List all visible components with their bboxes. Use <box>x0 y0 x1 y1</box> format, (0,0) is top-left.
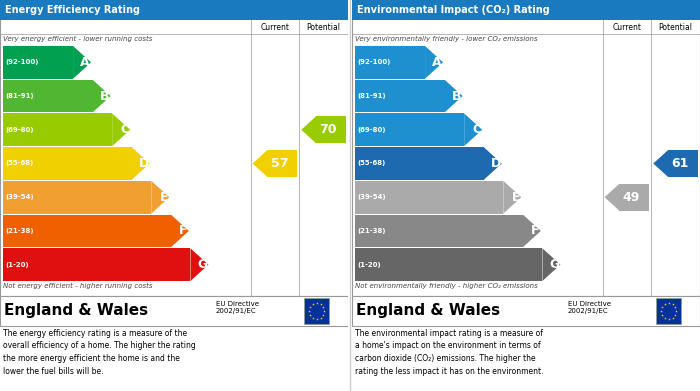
Bar <box>3 80 92 113</box>
Text: (92-100): (92-100) <box>357 59 391 65</box>
Text: (39-54): (39-54) <box>5 194 34 200</box>
Bar <box>355 215 523 247</box>
Text: (21-38): (21-38) <box>357 228 386 234</box>
Text: (81-91): (81-91) <box>5 93 34 99</box>
Bar <box>355 113 464 146</box>
Text: G: G <box>197 258 207 271</box>
Text: England & Wales: England & Wales <box>4 303 148 319</box>
Text: (81-91): (81-91) <box>357 93 386 99</box>
Bar <box>3 113 112 146</box>
Polygon shape <box>253 150 267 177</box>
Bar <box>0 296 348 326</box>
Text: B: B <box>100 90 110 102</box>
Text: F: F <box>179 224 188 237</box>
Bar <box>352 0 700 296</box>
Polygon shape <box>605 184 620 211</box>
Text: 70: 70 <box>319 123 337 136</box>
Bar <box>304 298 329 324</box>
Polygon shape <box>151 181 169 213</box>
Bar <box>352 0 700 20</box>
Text: (69-80): (69-80) <box>357 127 386 133</box>
Bar <box>656 298 681 324</box>
Text: Potential: Potential <box>659 23 692 32</box>
Polygon shape <box>301 117 316 143</box>
Bar <box>3 181 151 213</box>
Text: (1-20): (1-20) <box>5 262 29 268</box>
Polygon shape <box>523 215 541 247</box>
Bar <box>620 184 650 211</box>
Text: (69-80): (69-80) <box>5 127 34 133</box>
Bar <box>355 80 444 113</box>
Polygon shape <box>542 248 561 281</box>
Text: England & Wales: England & Wales <box>356 303 500 319</box>
Text: Current: Current <box>260 23 289 32</box>
Text: E: E <box>512 191 520 204</box>
Bar <box>355 181 503 213</box>
Text: 49: 49 <box>623 191 640 204</box>
Polygon shape <box>653 150 668 177</box>
Text: C: C <box>472 123 481 136</box>
Text: (21-38): (21-38) <box>5 228 34 234</box>
Bar <box>3 215 171 247</box>
Bar <box>3 46 73 79</box>
Text: B: B <box>452 90 461 102</box>
Text: (39-54): (39-54) <box>357 194 386 200</box>
Polygon shape <box>425 46 443 79</box>
Bar <box>267 150 297 177</box>
Text: Current: Current <box>612 23 641 32</box>
Text: D: D <box>139 157 148 170</box>
Text: A: A <box>80 56 90 69</box>
Text: G: G <box>550 258 559 271</box>
Text: Very energy efficient - lower running costs: Very energy efficient - lower running co… <box>3 36 153 42</box>
Polygon shape <box>92 80 111 113</box>
Bar <box>316 117 346 143</box>
Polygon shape <box>484 147 502 180</box>
Bar <box>355 46 425 79</box>
Text: C: C <box>120 123 130 136</box>
Text: Energy Efficiency Rating: Energy Efficiency Rating <box>5 5 140 15</box>
Text: Not environmentally friendly - higher CO₂ emissions: Not environmentally friendly - higher CO… <box>355 283 538 289</box>
Polygon shape <box>190 248 209 281</box>
Text: (55-68): (55-68) <box>357 160 385 167</box>
Polygon shape <box>73 46 91 79</box>
Text: The environmental impact rating is a measure of
a home's impact on the environme: The environmental impact rating is a mea… <box>355 329 543 375</box>
Text: F: F <box>531 224 540 237</box>
Polygon shape <box>503 181 522 213</box>
Bar <box>0 0 348 296</box>
Bar <box>355 147 484 180</box>
Text: The energy efficiency rating is a measure of the
overall efficiency of a home. T: The energy efficiency rating is a measur… <box>3 329 196 375</box>
Bar <box>352 296 700 326</box>
Polygon shape <box>464 113 482 146</box>
Text: Environmental Impact (CO₂) Rating: Environmental Impact (CO₂) Rating <box>357 5 550 15</box>
Text: D: D <box>491 157 500 170</box>
Polygon shape <box>112 113 130 146</box>
Text: Not energy efficient - higher running costs: Not energy efficient - higher running co… <box>3 283 153 289</box>
Text: Potential: Potential <box>307 23 341 32</box>
Polygon shape <box>132 147 150 180</box>
Bar <box>668 150 698 177</box>
Text: (55-68): (55-68) <box>5 160 34 167</box>
Bar <box>0 0 348 20</box>
Bar <box>3 147 132 180</box>
Text: A: A <box>433 56 442 69</box>
Text: 57: 57 <box>271 157 288 170</box>
Text: (1-20): (1-20) <box>357 262 381 268</box>
Text: (92-100): (92-100) <box>5 59 38 65</box>
Text: EU Directive
2002/91/EC: EU Directive 2002/91/EC <box>568 301 611 314</box>
Text: Very environmentally friendly - lower CO₂ emissions: Very environmentally friendly - lower CO… <box>355 36 538 42</box>
Polygon shape <box>171 215 189 247</box>
Bar <box>3 248 190 281</box>
Bar <box>355 248 542 281</box>
Text: EU Directive
2002/91/EC: EU Directive 2002/91/EC <box>216 301 259 314</box>
Text: 61: 61 <box>671 157 689 170</box>
Text: E: E <box>160 191 168 204</box>
Polygon shape <box>444 80 463 113</box>
